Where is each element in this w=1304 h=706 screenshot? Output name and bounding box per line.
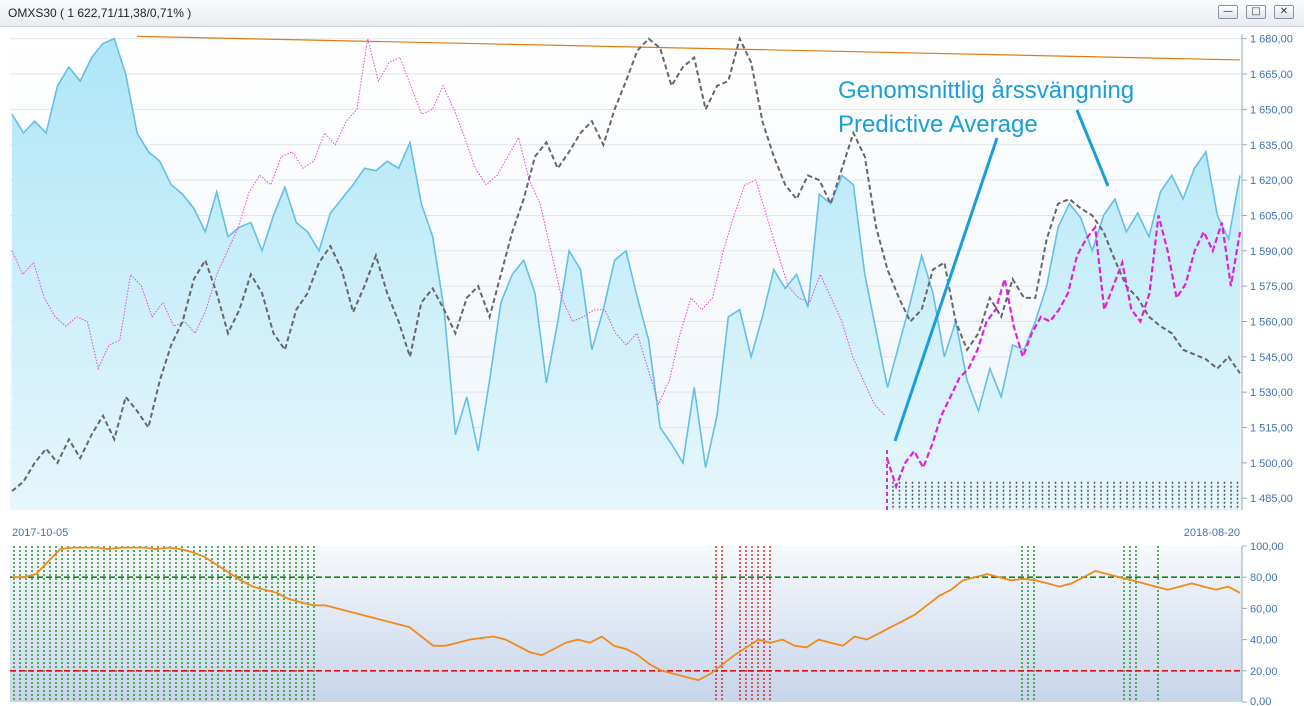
price-tick-label: 1 605,00 bbox=[1250, 210, 1293, 222]
price-tick-label: 1 680,00 bbox=[1250, 34, 1293, 46]
oscillator-tick-label: 80,00 bbox=[1250, 572, 1278, 584]
oscillator-signals bbox=[13, 546, 1159, 702]
oscillator-tick-label: 40,00 bbox=[1250, 635, 1278, 647]
annotation-line-1: Genomsnittlig årssvängning bbox=[838, 77, 1134, 104]
price-tick-label: 1 620,00 bbox=[1250, 175, 1293, 187]
forecast-bars bbox=[892, 481, 1239, 510]
trend-line bbox=[136, 35, 1241, 61]
price-tick-label: 1 515,00 bbox=[1250, 423, 1293, 435]
price-tick-label: 1 650,00 bbox=[1250, 104, 1293, 116]
minimize-icon: — bbox=[1223, 6, 1233, 17]
oscillator-tick-label: 60,00 bbox=[1250, 603, 1278, 615]
price-tick-label: 1 485,00 bbox=[1250, 493, 1293, 505]
area-series-fill bbox=[12, 38, 1240, 510]
price-tick-label: 1 530,00 bbox=[1250, 387, 1293, 399]
price-tick-label: 1 635,00 bbox=[1250, 140, 1293, 152]
area-series-line bbox=[11, 37, 1241, 468]
gray-dashed-series bbox=[11, 35, 1241, 492]
magenta-dotted-series bbox=[11, 38, 886, 417]
chart-area: Genomsnittlig årssvängning Predictive Av… bbox=[0, 34, 1304, 706]
magenta-dashed-series bbox=[885, 215, 1242, 490]
price-axis: 1 680,00 1 665,00 1 650,00 1 635,00 1 620,00… bbox=[1242, 34, 1293, 505]
price-tick-label: 1 545,00 bbox=[1250, 352, 1293, 364]
restore-button[interactable]: □ bbox=[1246, 5, 1266, 19]
price-tick-label: 1 500,00 bbox=[1250, 458, 1293, 470]
end-date-label: 2018-08-20 bbox=[1184, 527, 1240, 539]
start-date-label: 2017-10-05 bbox=[12, 527, 68, 539]
window-titlebar: OMXS30 ( 1 622,71/11,38/0,71% ) — □ ✕ bbox=[0, 0, 1304, 27]
oscillator-tick-label: 100,00 bbox=[1250, 541, 1284, 553]
oscillator-line bbox=[12, 546, 1241, 682]
close-icon: ✕ bbox=[1279, 6, 1289, 17]
minimize-button[interactable]: — bbox=[1218, 5, 1238, 19]
price-tick-label: 1 590,00 bbox=[1250, 246, 1293, 258]
annotation-arrow-2 bbox=[1075, 109, 1110, 187]
price-tick-label: 1 560,00 bbox=[1250, 316, 1293, 328]
oscillator-tick-label: 0,00 bbox=[1250, 696, 1271, 706]
restore-icon: □ bbox=[1251, 6, 1261, 17]
annotation-arrow-1 bbox=[893, 137, 999, 442]
date-strip bbox=[0, 512, 1304, 540]
oscillator-axis: 100,00 80,00 60,00 40,00 20,00 0,00 bbox=[1242, 541, 1284, 706]
price-tick-label: 1 575,00 bbox=[1250, 281, 1293, 293]
annotation-line-2: Predictive Average bbox=[838, 111, 1038, 138]
window-title: OMXS30 ( 1 622,71/11,38/0,71% ) bbox=[8, 6, 192, 20]
price-tick-label: 1 665,00 bbox=[1250, 69, 1293, 81]
close-button[interactable]: ✕ bbox=[1274, 5, 1294, 19]
oscillator-panel bbox=[10, 546, 1242, 702]
oscillator-tick-label: 20,00 bbox=[1250, 666, 1278, 678]
